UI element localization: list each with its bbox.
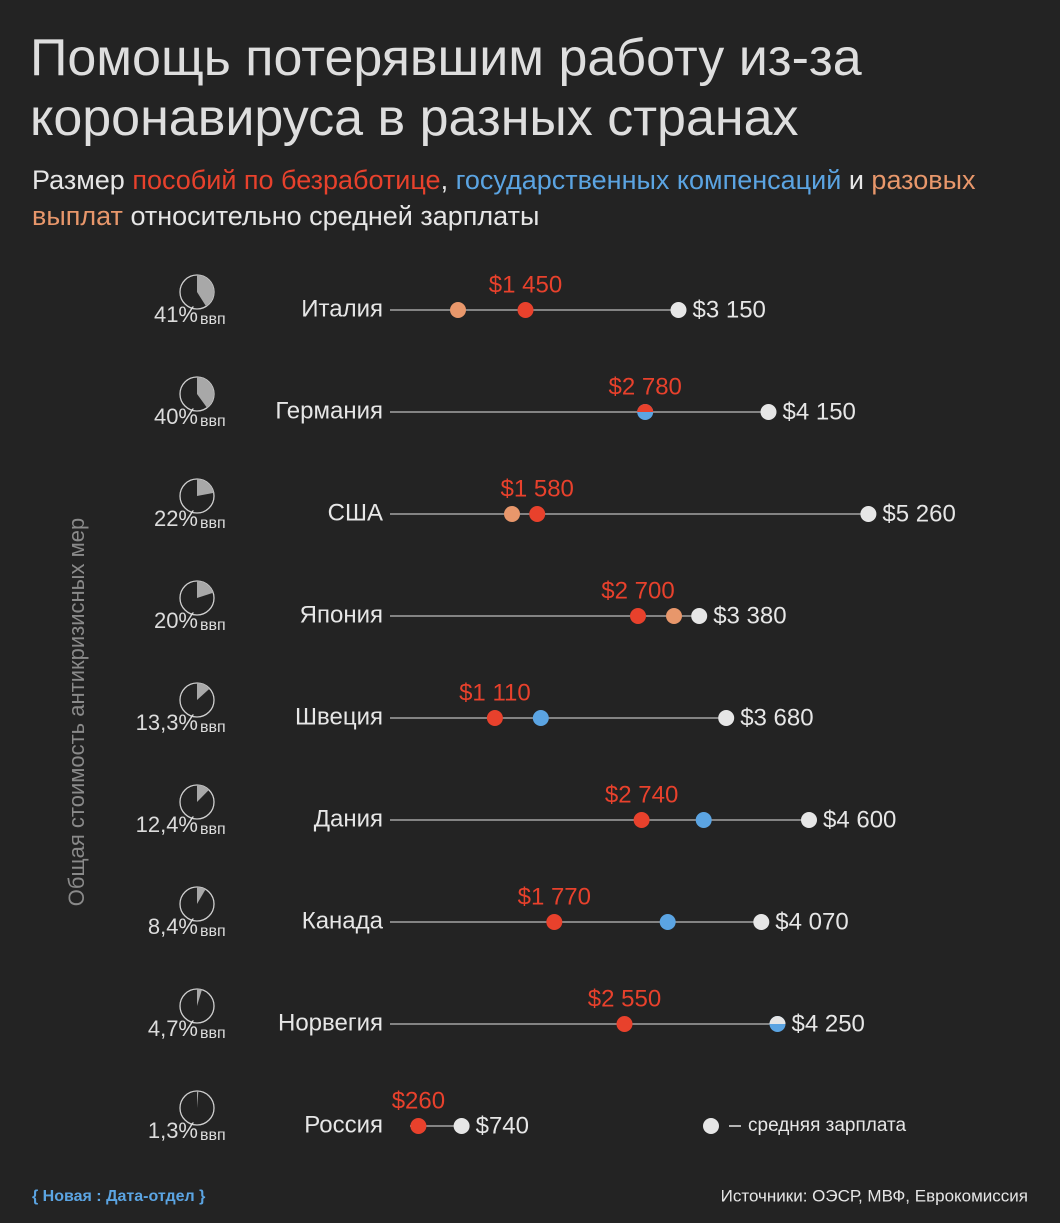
dot	[453, 1118, 470, 1134]
value-label: $4 250	[792, 1010, 865, 1037]
dot	[450, 302, 466, 318]
pie-wedge	[197, 581, 214, 598]
value-label: $2 780	[608, 373, 681, 400]
footer-brand: { Новая : Дата-отдел }	[32, 1188, 205, 1205]
y-axis-label: Общая стоимость антикризисных мер	[64, 518, 89, 906]
gdp-unit: ввп	[200, 1127, 226, 1144]
dot	[860, 506, 877, 522]
gdp-share-label: 40%	[154, 404, 198, 429]
value-label: $4 150	[783, 398, 856, 425]
value-label: $1 580	[500, 475, 573, 502]
dot	[659, 914, 676, 930]
dot	[616, 1016, 633, 1032]
gdp-unit: ввп	[200, 515, 226, 532]
dot	[410, 1118, 427, 1134]
gdp-share-label: 41%	[154, 302, 198, 327]
gdp-share-label: 22%	[154, 506, 198, 531]
value-label: $1 110	[459, 679, 531, 706]
dot	[691, 608, 708, 624]
value-label: $1 770	[518, 883, 591, 910]
subtitle-text: и	[848, 165, 864, 195]
dot	[760, 404, 777, 420]
gdp-unit: ввп	[200, 311, 226, 328]
category-label: Япония	[300, 601, 383, 628]
category-label: Германия	[275, 397, 383, 424]
value-label: $5 260	[882, 500, 955, 527]
dot	[718, 710, 735, 726]
subtitle-text: ,	[440, 165, 449, 195]
gdp-unit: ввп	[200, 821, 226, 838]
subtitle-text: относительно средней зарплаты	[130, 201, 540, 231]
subtitle-series: разовых выплат	[32, 165, 976, 231]
category-label: Россия	[304, 1111, 383, 1138]
subtitle-text: Размер	[32, 165, 125, 195]
gdp-share-label: 4,7%	[148, 1016, 198, 1041]
value-label: $3 680	[740, 704, 813, 731]
value-label: $3 380	[713, 602, 786, 629]
dot	[504, 506, 520, 522]
dot	[801, 812, 817, 828]
legend-label: средняя зарплата	[748, 1115, 907, 1136]
gdp-share-label: 1,3%	[148, 1118, 198, 1143]
value-label: $2 700	[601, 577, 674, 604]
category-label: Швеция	[295, 703, 383, 730]
value-label: $1 450	[489, 271, 562, 298]
dot	[769, 1016, 786, 1024]
dot	[529, 506, 546, 522]
subtitle-series: пособий по безработице	[132, 165, 441, 195]
category-label: Канада	[302, 907, 384, 934]
dot	[695, 812, 712, 828]
dot	[630, 608, 646, 624]
category-label: Норвегия	[278, 1009, 383, 1036]
pie-wedge	[197, 1091, 199, 1108]
value-label: $260	[392, 1087, 445, 1114]
dot	[637, 404, 654, 412]
value-label: $4 600	[823, 806, 896, 833]
pie-wedge	[197, 683, 210, 700]
category-label: Италия	[301, 295, 383, 322]
value-label: $2 550	[588, 985, 661, 1012]
value-label: $2 740	[605, 781, 678, 808]
pie-wedge	[197, 274, 215, 307]
gdp-unit: ввп	[200, 617, 226, 634]
legend-dot	[703, 1118, 719, 1134]
chart-title: Помощь потерявшим работу из-за коронавир…	[30, 29, 862, 147]
dot	[633, 812, 650, 828]
gdp-share-label: 13,3%	[136, 710, 198, 735]
dot	[546, 914, 563, 930]
pie-wedge	[197, 989, 202, 1006]
gdp-unit: ввп	[200, 719, 226, 736]
subtitle: Размер пособий по безработице, государст…	[32, 162, 992, 234]
gdp-unit: ввп	[200, 923, 226, 940]
dot	[517, 302, 534, 318]
dot	[753, 914, 770, 930]
dot	[486, 710, 503, 726]
category-label: Дания	[314, 805, 383, 832]
gdp-unit: ввп	[200, 1025, 226, 1042]
dot	[666, 608, 682, 624]
pie-wedge	[197, 377, 215, 408]
gdp-share-label: 12,4%	[136, 812, 198, 837]
value-label: $4 070	[775, 908, 848, 935]
dot	[670, 302, 687, 318]
pie-wedge	[197, 887, 206, 904]
gdp-unit: ввп	[200, 413, 226, 430]
value-label: $740	[476, 1112, 529, 1139]
subtitle-series: государственных компенсаций	[455, 165, 842, 195]
category-label: США	[328, 499, 383, 526]
pie-wedge	[197, 478, 214, 496]
gdp-share-label: 20%	[154, 608, 198, 633]
value-label: $3 150	[693, 296, 766, 323]
gdp-share-label: 8,4%	[148, 914, 198, 939]
dot	[532, 710, 549, 726]
pie-wedge	[197, 785, 209, 802]
source: Источники: ОЭСР, МВФ, Еврокомиссия	[721, 1186, 1028, 1205]
